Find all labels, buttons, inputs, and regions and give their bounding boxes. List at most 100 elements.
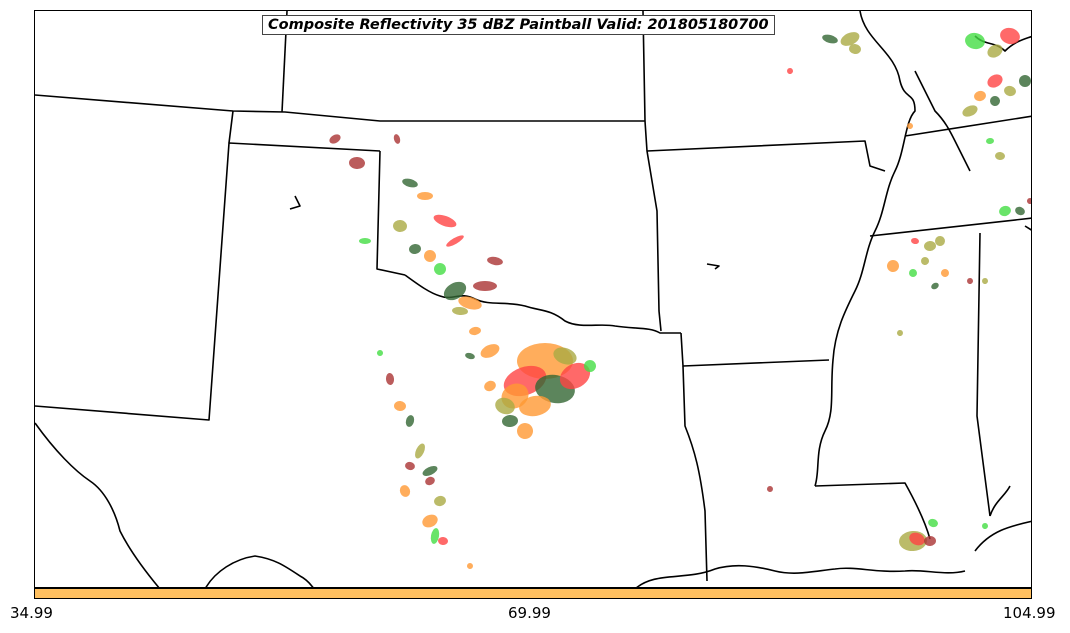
colorbar-tick-min: 34.99: [10, 604, 53, 622]
paintball-blob: [787, 68, 793, 74]
state-borders: [35, 11, 1031, 587]
paintball-blob: [840, 32, 860, 46]
paintball-blob: [974, 90, 986, 102]
paintball-blob: [921, 257, 929, 265]
rio-grande: [35, 422, 160, 587]
paintball-blob: [995, 151, 1005, 161]
paintball-blob: [394, 400, 406, 412]
paintball-blob: [329, 134, 341, 144]
paintball-blob: [415, 443, 425, 459]
nm-co-west: [228, 110, 234, 144]
ok-panhandle: [376, 150, 406, 276]
paintball-blob: [434, 263, 446, 275]
paintball-blob: [897, 330, 903, 336]
paintball-blob: [359, 238, 371, 244]
gulf-coast: [636, 564, 966, 587]
paintball-blob: [909, 269, 917, 277]
mo-ar-border: [646, 140, 886, 172]
paintball-blob: [458, 296, 482, 310]
paintball-blob: [469, 326, 481, 336]
co-ks-northern-border: [35, 94, 645, 122]
tn-ms-border: [869, 217, 1031, 237]
mississippi-river: [814, 11, 916, 487]
tx-la-border: [682, 365, 708, 582]
nm-lake: [289, 195, 301, 210]
paintball-blob: [962, 105, 978, 117]
paintball-blob: [349, 156, 365, 170]
paintball-blob: [584, 360, 596, 372]
paintball-blob: [425, 476, 435, 486]
paintball-blob: [909, 532, 925, 546]
paintball-blob: [559, 362, 591, 390]
al-ga-border: [1024, 225, 1031, 231]
paintball-blob: [887, 260, 899, 272]
paintball-blob: [982, 278, 988, 284]
paintball-blob: [999, 205, 1011, 217]
ky-tn-border: [904, 115, 1031, 137]
paintball-blob: [495, 397, 515, 415]
paintball-blob: [467, 563, 473, 569]
paintball-blob: [473, 281, 497, 291]
paintball-blob: [990, 96, 1000, 106]
paintball-blob: [987, 74, 1003, 88]
map-title: Composite Reflectivity 35 dBZ Paintball …: [262, 15, 775, 35]
paintball-blob: [405, 461, 415, 471]
paintball-blob: [393, 219, 407, 233]
paintball-blob: [519, 395, 551, 417]
paintball-blob: [941, 269, 949, 277]
ks-mo-border: [642, 11, 662, 332]
paintball-blob: [517, 423, 533, 439]
colorbar: [34, 588, 1032, 599]
paintball-blob: [446, 235, 464, 247]
texas-mexico-south: [205, 555, 314, 587]
paintball-blob: [377, 350, 383, 356]
colorbar-tick-max: 104.99: [1003, 604, 1056, 622]
paintball-blob: [924, 240, 936, 252]
paintball-blob: [405, 415, 415, 427]
reflectivity-paintballs: [329, 27, 1031, 569]
paintball-blob: [465, 352, 475, 360]
paintball-blob: [438, 536, 448, 546]
ar-lake: [706, 263, 720, 270]
paintball-blob: [928, 518, 938, 528]
paintball-blob: [907, 123, 913, 129]
paintball-blob: [430, 528, 440, 544]
paintball-blob: [452, 306, 468, 316]
paintball-blob: [965, 32, 985, 50]
paintball-blob: [924, 535, 936, 547]
paintball-blob: [935, 236, 945, 246]
ms-al-border: [976, 232, 991, 517]
paintball-blob: [480, 344, 500, 358]
paintball-blob: [1004, 85, 1016, 97]
paintball-blob: [967, 278, 973, 284]
map-canvas: [35, 11, 1031, 587]
paintball-blob: [399, 485, 411, 497]
paintball-blob: [502, 414, 518, 428]
paintball-blob: [417, 192, 433, 200]
paintball-blob: [424, 250, 436, 262]
paintball-blob: [1027, 198, 1031, 204]
paintball-blob: [487, 256, 503, 266]
paintball-blob: [385, 373, 395, 385]
paintball-blob: [393, 134, 401, 144]
ar-la-border: [680, 332, 830, 367]
paintball-blob: [911, 237, 919, 245]
red-river: [404, 274, 681, 334]
paintball-blob: [409, 243, 421, 255]
paintball-blob: [433, 214, 457, 228]
co-nm-border: [35, 142, 381, 421]
paintball-blob: [434, 495, 446, 507]
florida-panhandle: [974, 520, 1031, 552]
paintball-blob: [402, 178, 418, 188]
paintball-blob: [987, 44, 1003, 58]
paintball-blob: [422, 514, 438, 528]
paintball-blob: [1000, 27, 1020, 45]
paintball-blob: [484, 380, 496, 392]
la-ms-border: [814, 482, 931, 540]
paintball-blob: [849, 43, 861, 55]
paintball-blob: [1015, 206, 1025, 216]
paintball-blob: [443, 281, 467, 301]
paintball-blob: [767, 486, 773, 492]
paintball-blob: [931, 282, 939, 290]
mobile-bay: [989, 485, 1011, 517]
